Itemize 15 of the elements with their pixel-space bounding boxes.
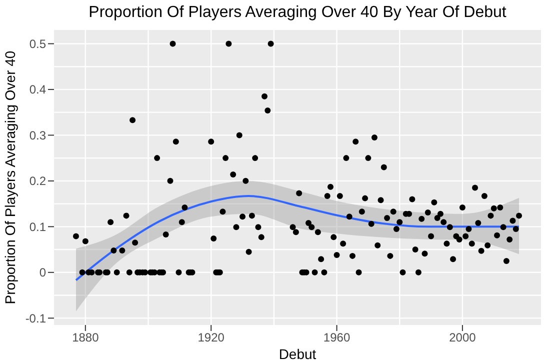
x-tick-label: 2000: [449, 330, 476, 345]
y-tick-label: 0.1: [29, 220, 46, 234]
x-axis-title: Debut: [278, 346, 316, 362]
y-axis-title: Proportion Of Players Averaging Over 40: [2, 50, 18, 304]
y-tick-label: 0.3: [29, 128, 46, 142]
y-tick-label: 0.2: [29, 174, 46, 188]
y-tick-label: 0.4: [29, 82, 46, 97]
y-tick-label: 0: [39, 266, 46, 280]
x-tick-label: 1960: [323, 330, 350, 345]
y-tick-label: 0.5: [29, 36, 46, 51]
x-tick-label: 1880: [72, 330, 100, 345]
line-series: [74, 195, 520, 282]
y-tick-label: -0.1: [25, 311, 46, 326]
x-tick-label: 1920: [198, 330, 225, 345]
chart-title: Proportion Of Players Averaging Over 40 By Year Of Debut: [88, 4, 508, 22]
